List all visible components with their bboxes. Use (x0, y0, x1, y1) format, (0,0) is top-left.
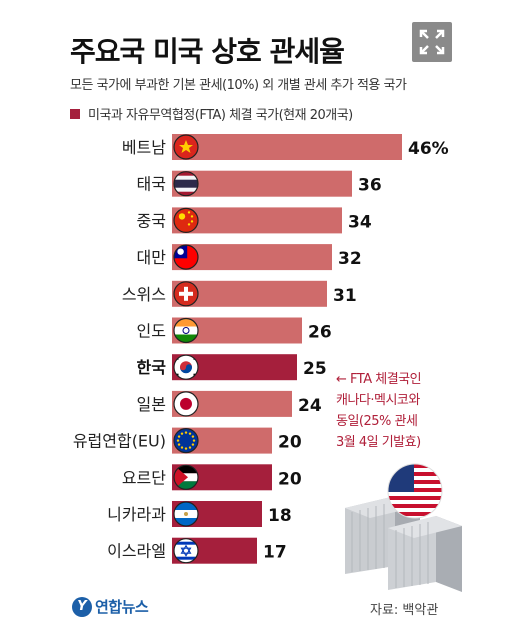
japan-flag-icon (173, 391, 199, 417)
value-label: 20 (278, 469, 302, 489)
category-label: 일본 (137, 395, 166, 414)
china-flag-icon (173, 207, 199, 233)
value-label: 20 (278, 433, 302, 453)
bar-row: 대만 32 (137, 244, 362, 271)
bar-row: 요르단 20 (122, 464, 302, 491)
value-label: 17 (263, 543, 287, 563)
bar-row: 이스라엘 17 (107, 537, 287, 564)
bar (172, 207, 342, 234)
bar (172, 244, 332, 271)
eu-flag-icon (173, 428, 199, 454)
value-label: 36 (358, 176, 382, 196)
category-label: 태국 (137, 175, 166, 194)
bar-row: 일본 24 (137, 390, 322, 417)
value-label: 25 (303, 359, 327, 379)
chart-subtitle: 모든 국가에 부과한 기본 관세(10%) 외 개별 관세 추가 적용 국가 (70, 78, 407, 93)
category-label: 한국 (137, 358, 167, 377)
logo: Y 연합뉴스 (72, 596, 149, 617)
value-label: 26 (308, 323, 332, 343)
category-label: 베트남 (122, 138, 166, 157)
value-label: 24 (298, 396, 322, 416)
vietnam-flag-icon (173, 134, 199, 160)
logo-mark-icon: Y (72, 596, 92, 617)
value-label: 32 (338, 249, 362, 269)
israel-flag-icon (173, 538, 199, 564)
bar-row: 베트남 46% (122, 134, 449, 160)
category-label: 유럽연합(EU) (73, 432, 166, 451)
bar-row: 유럽연합(EU) 20 (73, 427, 302, 454)
bar (172, 134, 402, 160)
legend-swatch-fta (70, 108, 80, 119)
bar-row: 태국 36 (137, 170, 382, 197)
category-label: 인도 (137, 322, 166, 341)
switzerland-flag-icon (173, 281, 199, 307)
us-flag-icon (387, 463, 443, 519)
value-label: 18 (268, 506, 292, 526)
value-label: 46% (408, 139, 449, 159)
korea-flag-icon (173, 354, 199, 380)
value-label: 34 (348, 212, 372, 232)
bar-row: 인도 26 (137, 317, 332, 344)
chart-title: 주요국 미국 상호 관세율 (70, 35, 345, 68)
bar-row: 한국 25 (137, 354, 327, 381)
thailand-flag-icon (173, 171, 199, 197)
nicaragua-flag-icon (173, 501, 199, 527)
jordan-flag-icon (173, 464, 199, 490)
category-label: 대만 (137, 248, 167, 267)
category-label: 니카라과 (107, 505, 166, 524)
category-label: 중국 (137, 211, 166, 230)
bar-row: 중국 34 (137, 207, 372, 234)
source-note: 자료: 백악관 (370, 603, 439, 618)
category-label: 요르단 (122, 468, 166, 487)
logo-text: 연합뉴스 (95, 598, 149, 616)
expand-icon[interactable] (412, 22, 452, 62)
category-label: 스위스 (122, 285, 166, 304)
legend: 미국과 자유무역협정(FTA) 체결 국가(현재 20개국) (70, 104, 353, 123)
india-flag-icon (173, 317, 199, 344)
value-label: 31 (333, 286, 357, 306)
taiwan-flag-icon (173, 244, 199, 270)
bar-row: 스위스 31 (122, 280, 357, 307)
category-label: 이스라엘 (107, 542, 166, 561)
bar-row: 니카라과 18 (107, 501, 292, 527)
bar (172, 170, 352, 197)
annotation-korea: ← FTA 체결국인 캐나다·멕시코와 동일(25% 관세 3월 4일 기발효) (336, 372, 422, 450)
legend-label-fta: 미국과 자유무역협정(FTA) 체결 국가(현재 20개국) (88, 108, 353, 123)
